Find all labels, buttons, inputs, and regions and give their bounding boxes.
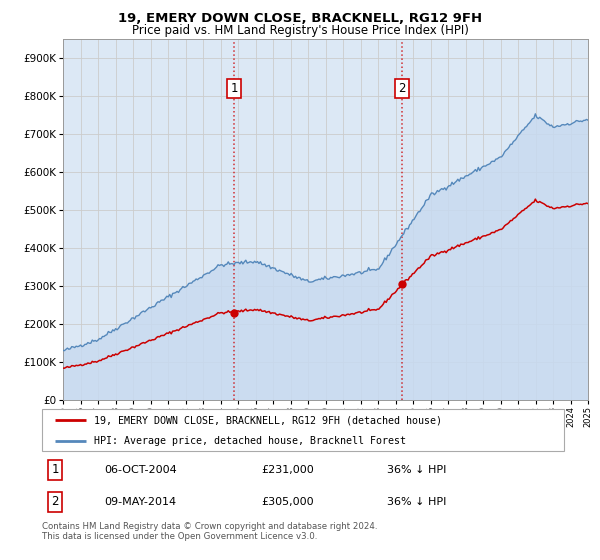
Text: 19, EMERY DOWN CLOSE, BRACKNELL, RG12 9FH (detached house): 19, EMERY DOWN CLOSE, BRACKNELL, RG12 9F…	[94, 415, 442, 425]
Text: 09-MAY-2014: 09-MAY-2014	[104, 497, 177, 507]
Text: 1: 1	[230, 82, 238, 95]
Text: 2: 2	[52, 496, 59, 508]
Text: Contains HM Land Registry data © Crown copyright and database right 2024.
This d: Contains HM Land Registry data © Crown c…	[42, 522, 377, 542]
Text: 36% ↓ HPI: 36% ↓ HPI	[386, 465, 446, 475]
Text: 19, EMERY DOWN CLOSE, BRACKNELL, RG12 9FH: 19, EMERY DOWN CLOSE, BRACKNELL, RG12 9F…	[118, 12, 482, 25]
Text: 2: 2	[398, 82, 406, 95]
Text: £231,000: £231,000	[261, 465, 314, 475]
Text: HPI: Average price, detached house, Bracknell Forest: HPI: Average price, detached house, Brac…	[94, 436, 406, 446]
Text: 06-OCT-2004: 06-OCT-2004	[104, 465, 178, 475]
Text: £305,000: £305,000	[261, 497, 314, 507]
Text: 36% ↓ HPI: 36% ↓ HPI	[386, 497, 446, 507]
Text: 1: 1	[52, 463, 59, 476]
Text: Price paid vs. HM Land Registry's House Price Index (HPI): Price paid vs. HM Land Registry's House …	[131, 24, 469, 36]
